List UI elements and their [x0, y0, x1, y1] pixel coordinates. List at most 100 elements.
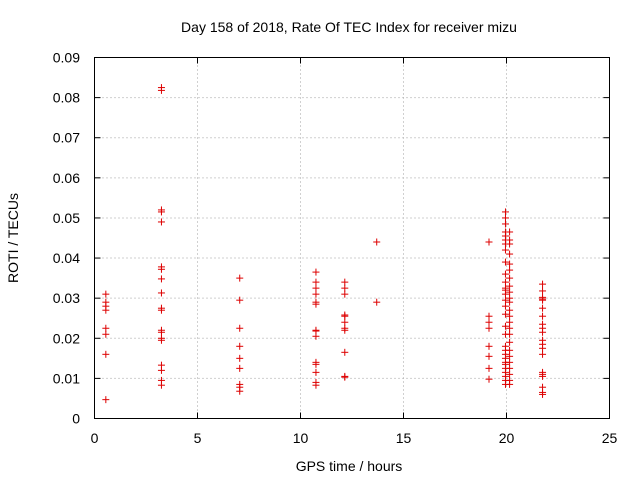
- data-point: [485, 312, 493, 320]
- y-tick-label: 0.07: [53, 130, 80, 146]
- data-point: [506, 338, 514, 346]
- data-point: [373, 238, 381, 246]
- data-point: [539, 336, 547, 344]
- data-point: [501, 214, 509, 222]
- data-point: [341, 278, 349, 286]
- data-point: [157, 334, 165, 342]
- x-axis-label: GPS time / hours: [296, 458, 403, 474]
- data-point: [539, 287, 547, 295]
- data-point: [102, 324, 110, 332]
- data-point: [501, 302, 509, 310]
- data-point: [157, 376, 165, 384]
- data-point: [501, 278, 509, 286]
- data-point: [236, 354, 244, 362]
- data-point: [157, 361, 165, 369]
- y-tick-label: 0.02: [53, 330, 80, 346]
- data-point: [539, 304, 547, 312]
- y-tick-label: 0.09: [53, 50, 80, 66]
- data-point: [341, 290, 349, 298]
- data-point: [539, 350, 547, 358]
- data-point: [506, 236, 514, 244]
- data-point: [501, 220, 509, 228]
- data-point: [501, 322, 509, 330]
- data-point: [485, 318, 493, 326]
- data-point: [312, 378, 320, 386]
- data-point: [102, 290, 110, 298]
- y-tick-label: 0.03: [53, 290, 80, 306]
- data-point: [236, 364, 244, 372]
- data-point: [485, 342, 493, 350]
- data-point: [506, 288, 514, 296]
- data-point: [501, 284, 509, 292]
- data-points: [102, 84, 547, 404]
- data-point: [539, 383, 547, 391]
- data-point: [485, 364, 493, 372]
- data-point: [506, 266, 514, 274]
- data-point: [312, 326, 320, 334]
- data-point: [506, 358, 514, 366]
- y-tick-labels: 0 0.01 0.02 0.03 0.04 0.05 0.06 0.07 0.08 0.09: [53, 50, 80, 427]
- data-point: [341, 372, 349, 380]
- data-point: [506, 260, 514, 268]
- data-point: [157, 289, 165, 297]
- data-point: [102, 298, 110, 306]
- y-tick-label: 0.08: [53, 90, 80, 106]
- y-axis-label: ROTI / TECUs: [5, 193, 21, 283]
- data-point: [312, 278, 320, 286]
- data-point: [539, 293, 547, 301]
- data-point: [102, 330, 110, 338]
- data-point: [236, 324, 244, 332]
- y-tick-label: 0.05: [53, 210, 80, 226]
- data-point: [539, 280, 547, 288]
- data-point: [312, 298, 320, 306]
- data-point: [501, 342, 509, 350]
- data-point: [506, 274, 514, 282]
- data-point: [539, 312, 547, 320]
- data-point: [501, 258, 509, 266]
- data-point: [341, 284, 349, 292]
- data-point: [312, 290, 320, 298]
- data-point: [506, 330, 514, 338]
- x-tick-label: 0: [91, 430, 99, 446]
- data-point: [506, 364, 514, 372]
- data-point: [506, 324, 514, 332]
- data-point: [506, 282, 514, 290]
- grid-lines: [94, 57, 610, 419]
- data-point: [506, 346, 514, 354]
- data-point: [506, 318, 514, 326]
- x-tick-labels: 0 5 10 15 20 25: [91, 430, 618, 446]
- data-point: [157, 263, 165, 271]
- data-point: [539, 368, 547, 376]
- data-point: [157, 304, 165, 312]
- y-tick-label: 0.01: [53, 370, 80, 386]
- data-point: [341, 311, 349, 319]
- data-point: [236, 274, 244, 282]
- data-point: [312, 268, 320, 276]
- data-point: [236, 296, 244, 304]
- data-point: [506, 376, 514, 384]
- data-point: [341, 324, 349, 332]
- data-point: [157, 326, 165, 334]
- data-point: [506, 306, 514, 314]
- data-point: [157, 218, 165, 226]
- data-point: [506, 250, 514, 258]
- data-point: [506, 228, 514, 236]
- data-point: [341, 348, 349, 356]
- data-point: [506, 312, 514, 320]
- data-point: [312, 368, 320, 376]
- data-point: [485, 352, 493, 360]
- data-point: [102, 396, 110, 404]
- data-point: [485, 324, 493, 332]
- y-tick-label: 0.06: [53, 170, 80, 186]
- data-point: [501, 296, 509, 304]
- data-point: [102, 350, 110, 358]
- data-point: [485, 238, 493, 246]
- data-point: [501, 246, 509, 254]
- data-point: [506, 370, 514, 378]
- data-point: [373, 298, 381, 306]
- data-point: [341, 318, 349, 326]
- data-point: [236, 342, 244, 350]
- data-point: [157, 275, 165, 283]
